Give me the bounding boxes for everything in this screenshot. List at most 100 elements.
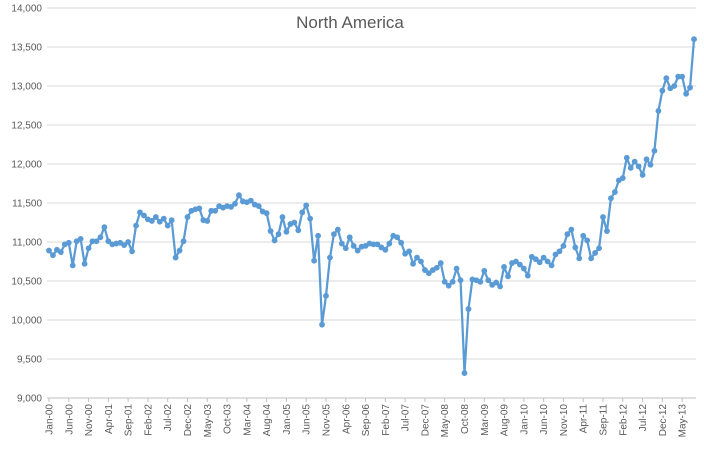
data-point bbox=[291, 219, 298, 226]
data-point bbox=[635, 163, 642, 170]
data-point bbox=[137, 209, 143, 216]
data-point bbox=[619, 175, 626, 181]
x-tick-label: Mar-04 bbox=[242, 404, 253, 436]
data-point bbox=[65, 239, 72, 246]
data-point bbox=[433, 264, 440, 271]
chart-title: North America bbox=[296, 13, 404, 32]
data-point bbox=[497, 283, 504, 290]
data-point bbox=[176, 247, 183, 254]
x-tick-label: Jul-07 bbox=[401, 404, 412, 432]
data-point bbox=[683, 90, 690, 97]
data-point bbox=[564, 231, 571, 238]
data-point bbox=[212, 207, 219, 214]
data-point bbox=[168, 217, 175, 224]
data-point bbox=[465, 306, 472, 312]
data-point bbox=[457, 277, 464, 284]
data-point bbox=[477, 278, 484, 285]
data-point bbox=[247, 197, 254, 204]
data-point bbox=[279, 214, 286, 220]
data-point bbox=[481, 267, 488, 274]
data-point bbox=[437, 260, 444, 266]
data-point bbox=[46, 247, 52, 254]
data-point bbox=[275, 231, 282, 238]
data-point bbox=[556, 248, 563, 255]
y-tick-label: 13,000 bbox=[11, 82, 42, 93]
data-point bbox=[263, 210, 270, 217]
data-point bbox=[623, 154, 630, 161]
y-tick-label: 14,000 bbox=[11, 4, 42, 15]
x-tick-label: Jan-10 bbox=[519, 404, 530, 435]
x-tick-label: May-13 bbox=[678, 404, 689, 438]
data-point bbox=[627, 165, 634, 171]
data-point bbox=[121, 242, 128, 249]
data-point bbox=[196, 205, 203, 212]
data-point bbox=[236, 192, 242, 199]
data-point bbox=[93, 238, 100, 245]
data-point bbox=[540, 254, 547, 261]
data-points bbox=[46, 36, 697, 376]
y-axis-ticks: 9,000 9,500 10,000 10,500 11,000 11,500 12,000… bbox=[11, 4, 42, 405]
data-point bbox=[560, 243, 567, 249]
data-point bbox=[57, 249, 64, 256]
data-point bbox=[283, 228, 290, 235]
y-tick-label: 10,000 bbox=[11, 316, 42, 327]
x-tick-label: Dec-07 bbox=[420, 404, 431, 437]
data-point bbox=[596, 245, 602, 252]
data-point bbox=[651, 147, 658, 154]
x-tick-label: Jul-02 bbox=[163, 404, 174, 432]
data-point bbox=[647, 161, 654, 168]
y-tick-label: 11,500 bbox=[12, 199, 42, 210]
data-point bbox=[679, 73, 686, 80]
data-point bbox=[600, 214, 606, 220]
data-point bbox=[524, 272, 531, 279]
data-point bbox=[691, 36, 697, 43]
data-point bbox=[659, 87, 666, 94]
data-point bbox=[255, 203, 262, 210]
x-tick-label: Apr-06 bbox=[341, 404, 352, 434]
data-point bbox=[69, 262, 76, 269]
data-point bbox=[160, 215, 167, 222]
data-point bbox=[544, 258, 551, 265]
data-point bbox=[85, 245, 92, 252]
data-point bbox=[493, 279, 500, 286]
y-tick-label: 11,000 bbox=[12, 238, 42, 249]
data-point bbox=[141, 212, 147, 219]
data-point bbox=[398, 239, 405, 246]
data-point bbox=[548, 262, 555, 269]
data-point bbox=[532, 256, 539, 263]
data-point bbox=[425, 270, 432, 277]
data-point bbox=[267, 228, 274, 234]
data-point bbox=[501, 264, 507, 270]
data-point bbox=[588, 255, 595, 262]
data-point bbox=[611, 189, 618, 195]
data-point bbox=[50, 252, 56, 259]
data-point bbox=[568, 226, 575, 233]
data-point bbox=[334, 226, 341, 233]
x-tick-label: Feb-12 bbox=[618, 404, 629, 436]
gridlines bbox=[47, 7, 696, 360]
data-point bbox=[303, 202, 310, 209]
data-point bbox=[584, 237, 591, 244]
data-point bbox=[228, 204, 234, 210]
y-tick-label: 9,000 bbox=[17, 394, 42, 405]
data-point bbox=[552, 251, 559, 258]
data-point bbox=[156, 218, 163, 225]
data-point bbox=[338, 240, 345, 247]
data-point bbox=[271, 237, 278, 244]
data-point bbox=[592, 250, 598, 256]
x-tick-label: Jun-05 bbox=[302, 404, 313, 435]
x-tick-label: Jan-00 bbox=[44, 404, 55, 435]
y-tick-label: 9,500 bbox=[17, 355, 42, 366]
data-point bbox=[148, 218, 155, 224]
data-point bbox=[576, 255, 583, 262]
x-tick-label: Nov-05 bbox=[321, 404, 332, 437]
data-point bbox=[315, 232, 321, 239]
data-point bbox=[232, 200, 238, 207]
data-point bbox=[125, 239, 132, 245]
data-point bbox=[164, 222, 171, 229]
data-point bbox=[152, 214, 159, 220]
data-point bbox=[97, 234, 104, 241]
x-tick-label: May-03 bbox=[203, 404, 214, 438]
